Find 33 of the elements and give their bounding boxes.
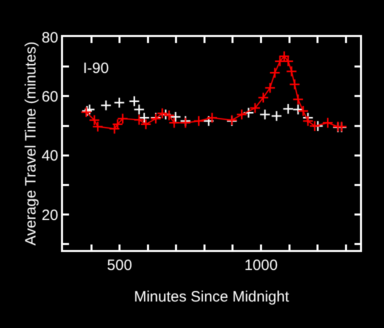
y-tick-label: 80 <box>42 29 58 46</box>
point <box>292 94 304 106</box>
point <box>249 102 261 114</box>
y-tick-label: 20 <box>42 206 58 224</box>
point <box>170 111 182 123</box>
point <box>322 117 334 128</box>
y-tick-label: 40 <box>42 148 58 165</box>
point <box>160 108 172 120</box>
y-axis-title: Average Travel Time (minutes) <box>22 42 40 246</box>
point <box>206 112 218 124</box>
annotation: I-90 <box>83 60 109 77</box>
point <box>100 100 112 111</box>
x-axis-title: Minutes Since Midnight <box>134 288 290 306</box>
point <box>84 104 96 116</box>
point <box>117 113 128 124</box>
point <box>236 108 248 120</box>
point <box>298 105 309 117</box>
point <box>114 97 125 108</box>
y-tick-label: 60 <box>42 88 58 106</box>
x-tick-label: 500 <box>107 256 132 274</box>
point <box>289 78 300 90</box>
point <box>270 110 282 122</box>
point <box>282 103 294 115</box>
point <box>286 66 298 77</box>
point <box>193 115 204 127</box>
point <box>242 107 254 118</box>
point <box>203 115 214 127</box>
point <box>264 82 276 94</box>
x-tick-label: 1000 <box>244 256 278 274</box>
point <box>292 104 304 116</box>
point <box>269 67 281 78</box>
point <box>259 108 271 120</box>
point <box>258 92 269 104</box>
